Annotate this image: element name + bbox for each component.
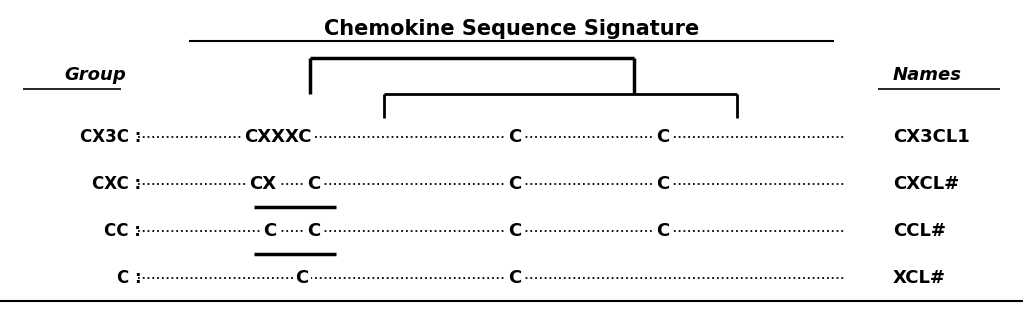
Text: C: C [308, 222, 320, 240]
Text: C: C [264, 222, 276, 240]
Text: C: C [308, 175, 320, 193]
Text: C: C [508, 127, 521, 146]
Text: CCL#: CCL# [893, 222, 946, 240]
Text: C: C [508, 222, 521, 240]
Text: C: C [508, 175, 521, 193]
Text: Chemokine Sequence Signature: Chemokine Sequence Signature [324, 19, 699, 39]
Text: CXXXC: CXXXC [244, 127, 312, 146]
Text: C :: C : [117, 269, 141, 287]
Text: CX: CX [250, 175, 276, 193]
Text: CX3C :: CX3C : [80, 127, 141, 146]
Text: C: C [657, 175, 669, 193]
Text: CXC :: CXC : [92, 175, 141, 193]
Text: CXCL#: CXCL# [893, 175, 960, 193]
Text: Names: Names [893, 66, 962, 84]
Text: CC :: CC : [104, 222, 141, 240]
Text: C: C [296, 269, 308, 287]
Text: XCL#: XCL# [893, 269, 946, 287]
Text: C: C [508, 269, 521, 287]
Text: Group: Group [64, 66, 126, 84]
Text: CX3CL1: CX3CL1 [893, 127, 970, 146]
Text: C: C [657, 127, 669, 146]
Text: C: C [657, 222, 669, 240]
